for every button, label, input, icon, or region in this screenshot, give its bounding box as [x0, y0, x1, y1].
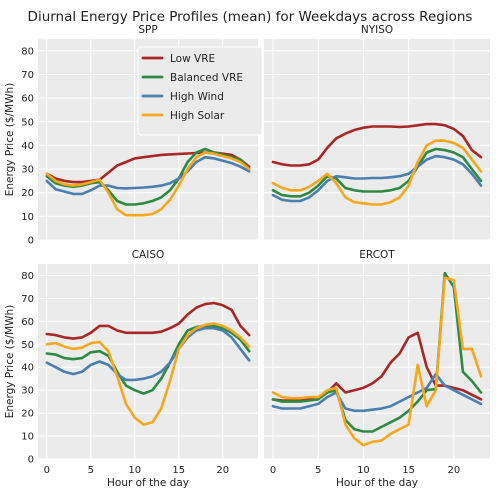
series-line-high-wind — [271, 372, 483, 413]
y-tick-label: 50 — [21, 117, 34, 128]
y-tick-label: 20 — [21, 409, 34, 420]
x-axis-label: Hour of the day — [107, 477, 189, 489]
x-tick-label: 0 — [270, 465, 276, 476]
y-tick-label: 80 — [21, 46, 34, 57]
legend-box — [137, 46, 263, 136]
x-tick-label: 0 — [44, 465, 50, 476]
series-line-balanced-vre — [45, 324, 251, 395]
y-tick-label: 0 — [28, 236, 34, 247]
y-tick-label: 50 — [21, 340, 34, 351]
panel-ercot: ERCOT 0 5 10 15 20 Hour of the day — [264, 249, 490, 489]
y-tick-label: 60 — [21, 317, 34, 328]
y-tick-label: 40 — [21, 141, 34, 152]
x-tick-label: 5 — [88, 465, 94, 476]
x-tick-label: 5 — [315, 465, 321, 476]
x-tick-label: 10 — [357, 465, 370, 476]
series-line-low-vre — [271, 122, 483, 167]
x-tick-label: 20 — [447, 465, 460, 476]
y-tick-label: 40 — [21, 363, 34, 374]
x-tick-label: 15 — [402, 465, 415, 476]
y-tick-label: 0 — [28, 455, 34, 466]
legend-label: High Wind — [170, 91, 224, 103]
panel-title: NYISO — [361, 24, 393, 36]
y-tick-label: 30 — [21, 386, 34, 397]
legend: Low VRE Balanced VRE High Wind High Solar — [137, 46, 263, 136]
legend-label: Balanced VRE — [170, 72, 243, 84]
panel-title: ERCOT — [359, 249, 395, 261]
series-line-low-vre — [45, 301, 251, 340]
y-tick-label: 70 — [21, 70, 34, 81]
legend-label: Low VRE — [170, 53, 215, 65]
panel-background — [38, 264, 258, 459]
panel-background — [264, 264, 490, 459]
x-tick-label: 20 — [216, 465, 229, 476]
x-axis-label: Hour of the day — [336, 477, 418, 489]
panel-nyiso: NYISO — [264, 24, 490, 241]
panel-background — [264, 39, 490, 240]
y-axis-label: Energy Price ($/MWh) — [4, 305, 16, 419]
y-tick-label: 70 — [21, 294, 34, 305]
series-line-high-solar — [45, 322, 251, 426]
panel-title: CAISO — [132, 249, 165, 261]
y-axis-label: Energy Price ($/MWh) — [4, 83, 16, 197]
figure-title: Diurnal Energy Price Profiles (mean) for… — [28, 9, 473, 25]
y-tick-label: 80 — [21, 271, 34, 282]
series-line-balanced-vre — [271, 271, 483, 433]
y-tick-label: 20 — [21, 188, 34, 199]
series-line-high-wind — [45, 155, 251, 196]
x-tick-label: 15 — [172, 465, 185, 476]
series-line-high-solar — [271, 139, 483, 206]
series-line-high-solar — [45, 151, 251, 217]
series-line-high-wind — [45, 326, 251, 382]
series-line-balanced-vre — [271, 147, 483, 198]
y-tick-label: 30 — [21, 165, 34, 176]
panel-title: SPP — [138, 24, 157, 36]
series-line-high-solar — [271, 276, 483, 447]
y-tick-label: 60 — [21, 94, 34, 105]
series-line-high-wind — [271, 154, 483, 203]
x-tick-label: 10 — [128, 465, 141, 476]
y-tick-label: 10 — [21, 432, 34, 443]
legend-label: High Solar — [170, 110, 225, 122]
y-tick-label: 10 — [21, 212, 34, 223]
panel-caiso: CAISO 0 10 20 30 40 50 60 70 80 0 5 10 15 20 Hour of th… — [21, 249, 258, 489]
